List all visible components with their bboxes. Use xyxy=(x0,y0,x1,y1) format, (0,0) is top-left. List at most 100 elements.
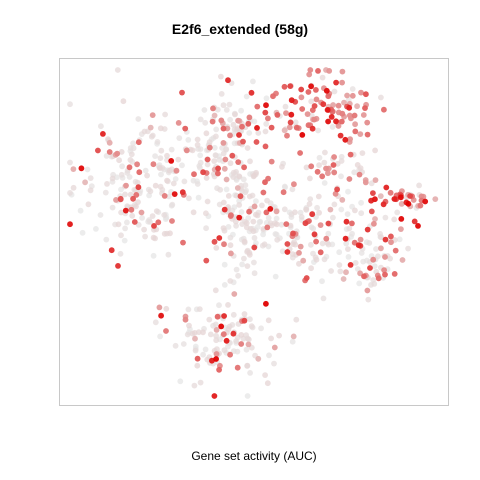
data-point xyxy=(308,265,314,272)
data-point xyxy=(330,162,337,168)
data-point xyxy=(355,242,362,249)
data-point xyxy=(387,189,394,196)
data-point xyxy=(206,316,213,323)
data-point xyxy=(242,189,249,196)
data-point xyxy=(265,115,271,122)
data-point xyxy=(135,139,142,146)
data-point xyxy=(239,123,245,130)
data-point xyxy=(341,99,347,106)
data-point xyxy=(311,116,318,123)
data-point xyxy=(79,229,86,236)
data-point xyxy=(315,193,322,200)
data-point xyxy=(319,278,325,285)
data-point xyxy=(130,195,137,202)
data-point xyxy=(368,180,375,187)
data-point xyxy=(225,77,231,84)
data-point xyxy=(383,184,390,191)
data-point xyxy=(323,235,330,242)
data-point xyxy=(290,230,296,237)
data-point xyxy=(375,275,382,282)
data-point xyxy=(349,230,355,237)
data-point xyxy=(221,347,228,354)
data-point xyxy=(216,235,223,241)
data-point xyxy=(67,190,73,196)
data-point xyxy=(321,180,328,186)
data-point xyxy=(151,223,157,229)
data-point xyxy=(255,355,262,362)
data-point xyxy=(334,186,340,193)
data-point xyxy=(246,208,253,215)
data-point xyxy=(333,118,339,125)
data-point xyxy=(267,206,274,212)
data-point xyxy=(103,153,110,159)
data-point xyxy=(291,181,297,188)
data-point xyxy=(241,164,248,171)
data-point xyxy=(243,93,250,100)
data-point xyxy=(234,185,241,191)
data-point xyxy=(308,241,314,248)
data-point xyxy=(226,323,233,330)
data-point xyxy=(138,209,145,216)
data-point xyxy=(157,155,164,162)
data-point xyxy=(108,247,115,254)
data-point xyxy=(281,83,288,90)
data-point xyxy=(293,316,300,323)
data-point xyxy=(303,164,310,171)
data-point xyxy=(200,169,207,176)
data-point xyxy=(212,287,219,294)
data-point xyxy=(93,226,99,232)
data-point xyxy=(167,230,173,237)
data-point xyxy=(164,152,170,159)
data-point xyxy=(191,382,198,389)
data-point xyxy=(226,101,233,108)
data-point xyxy=(223,337,230,344)
data-point xyxy=(382,271,388,278)
data-point xyxy=(271,344,278,351)
data-point xyxy=(175,156,182,163)
data-point xyxy=(157,333,164,340)
data-point xyxy=(216,156,223,163)
data-point xyxy=(262,109,269,116)
data-point xyxy=(169,218,175,224)
data-point xyxy=(349,92,356,99)
data-point xyxy=(357,236,364,243)
data-point xyxy=(196,306,203,312)
data-point xyxy=(153,208,160,215)
data-point xyxy=(245,336,252,343)
data-point xyxy=(163,305,170,312)
data-point xyxy=(168,158,175,164)
data-point xyxy=(316,154,323,161)
data-point xyxy=(263,209,270,216)
data-point xyxy=(161,193,168,199)
data-point xyxy=(220,331,227,338)
data-point xyxy=(202,119,209,126)
data-point xyxy=(326,68,333,74)
data-point xyxy=(106,139,113,146)
data-point xyxy=(358,89,364,96)
data-point xyxy=(238,341,245,347)
data-point xyxy=(362,179,369,186)
data-point xyxy=(394,209,401,216)
plot-panel-border xyxy=(59,58,449,406)
data-point xyxy=(221,313,228,319)
data-point xyxy=(234,364,241,371)
data-point xyxy=(298,214,305,220)
data-point xyxy=(134,179,141,186)
data-point xyxy=(306,71,313,78)
data-point xyxy=(127,157,134,163)
data-point xyxy=(194,355,201,362)
data-point xyxy=(220,102,227,109)
data-point xyxy=(204,156,211,163)
data-point xyxy=(162,111,169,118)
data-point xyxy=(235,117,242,124)
data-point xyxy=(194,136,201,143)
data-point xyxy=(251,203,258,210)
data-point xyxy=(117,250,124,257)
data-point xyxy=(288,111,295,118)
data-point xyxy=(212,152,219,159)
data-point xyxy=(299,132,306,138)
data-point xyxy=(233,338,240,344)
data-point xyxy=(372,196,378,203)
data-point xyxy=(234,348,241,355)
data-point xyxy=(223,176,230,183)
